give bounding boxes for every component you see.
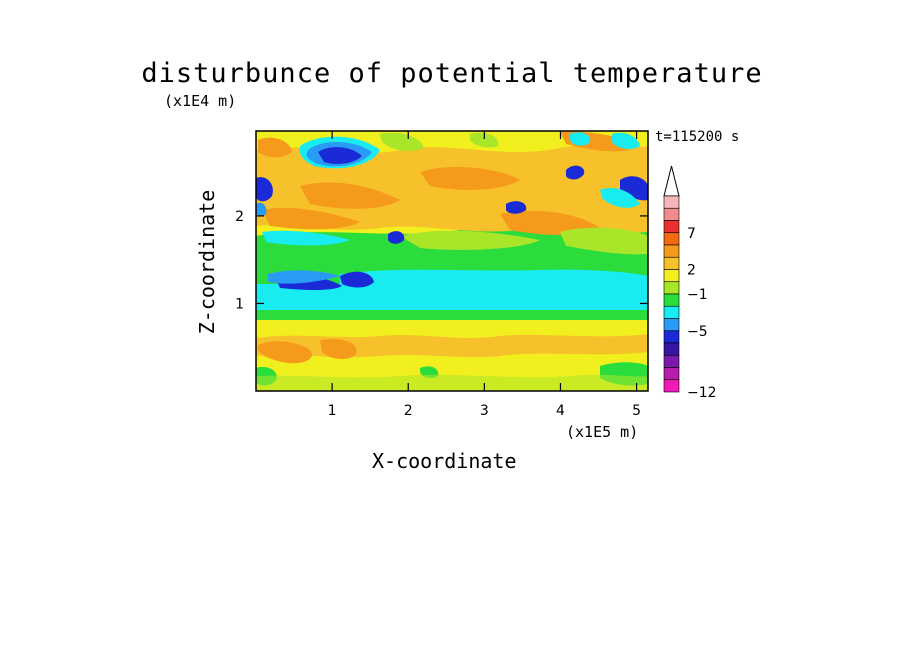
patch-cold-blob-right1: [506, 201, 527, 214]
patch-hot-center: [420, 166, 520, 190]
x-tick-label: 5: [632, 403, 641, 419]
patch-lightgreen-upper: [400, 230, 540, 250]
y-tick-label: 2: [235, 209, 244, 225]
x-axis-unit: (x1E5 m): [566, 423, 639, 441]
patch-warmer-mid: [320, 338, 357, 360]
patch-warmer-left: [257, 341, 312, 364]
colorbar-label: −5: [687, 324, 708, 340]
patch-cold-left-edge: [256, 177, 273, 202]
colorbar-swatch: [663, 256, 680, 270]
plot-frame: [255, 130, 649, 392]
colorbar-swatch: [663, 244, 680, 258]
patch-cold-blob-mid: [388, 231, 405, 244]
patch-cold-left-upper: [256, 202, 267, 217]
patch-green-top-mid: [380, 132, 424, 151]
colorbar-swatch: [663, 293, 680, 307]
x-tick-label: 3: [480, 403, 489, 419]
x-tick-label: 4: [556, 403, 565, 419]
patch-hot-topleft: [258, 137, 292, 158]
patch-cyan-upper-left: [262, 230, 350, 246]
colorbar-swatch: [663, 318, 680, 332]
patch-cool-top-mid: [570, 132, 591, 146]
colorbar-swatch: [663, 220, 680, 234]
colorbar-extension: [663, 165, 680, 197]
patch-cyan-mid: [340, 269, 648, 305]
patch-coldest-core-top: [318, 147, 362, 164]
x-tick-label: 1: [328, 403, 337, 419]
band-warm-lower: [256, 316, 648, 338]
colorbar-label: −12: [687, 385, 717, 401]
patch-cool-upper-right: [600, 187, 640, 208]
colorbar: 7 2 −1 −5 −12: [663, 165, 717, 401]
y-axis-unit: (x1E4 m): [164, 92, 237, 110]
patch-warmer-low: [256, 334, 648, 358]
x-tick-label: 2: [404, 403, 413, 419]
colorbar-label: −1: [687, 287, 708, 303]
time-label: t=115200 s: [655, 129, 740, 145]
colorbar-swatch: [663, 232, 680, 246]
patch-hot-right: [500, 210, 600, 235]
patch-hot-band: [300, 182, 400, 209]
y-tick-label: 1: [235, 296, 244, 312]
colorbar-swatch: [663, 367, 680, 381]
patch-cool-top-right: [612, 132, 640, 149]
colorbar-swatch: [663, 281, 680, 295]
chart-title: disturbunce of potential temperature: [141, 58, 763, 89]
colorbar-swatch: [663, 354, 680, 368]
patch-green-upper-right: [560, 227, 648, 255]
colorbar-swatch: [663, 379, 680, 393]
y-axis: 12: [235, 209, 648, 312]
patch-cold-blob-right2: [566, 165, 585, 180]
colorbar-swatch: [663, 207, 680, 221]
colorbar-swatch: [663, 305, 680, 319]
x-axis-label: X-coordinate: [372, 449, 517, 473]
patch-cold-mid: [340, 271, 374, 288]
colorbar-swatch: [663, 269, 680, 283]
colorbar-label: 7: [687, 226, 696, 242]
colorbar-swatch: [663, 195, 680, 209]
patch-hot-left: [262, 207, 360, 230]
patch-lightgreen-low: [256, 374, 648, 391]
colorbar-swatch: [663, 342, 680, 356]
colorbar-swatch: [663, 330, 680, 344]
contour-field: [256, 131, 648, 391]
patch-green-top-center: [470, 132, 499, 148]
x-axis: 1 2 3 4 5: [328, 131, 641, 419]
patch-lightblue-left: [268, 270, 340, 284]
colorbar-label: 2: [687, 263, 696, 279]
